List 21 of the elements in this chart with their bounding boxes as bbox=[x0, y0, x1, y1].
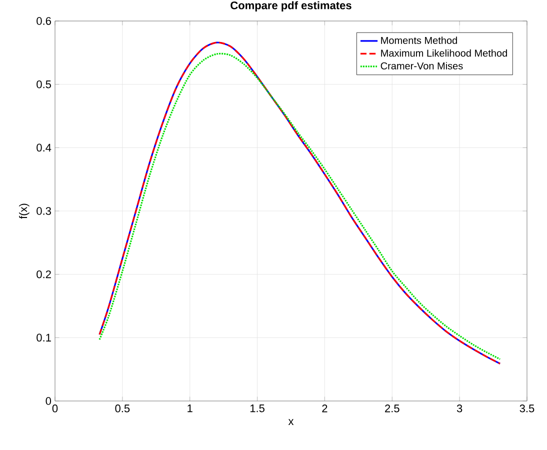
x-axis-title: x bbox=[288, 419, 294, 425]
legend-label: Cramer-Von Mises bbox=[380, 62, 463, 70]
x-tick-label: 3.5 bbox=[520, 404, 534, 412]
x-tick-label: 0 bbox=[52, 404, 58, 412]
legend-label: Maximum Likelihood Method bbox=[381, 49, 507, 57]
chart-title: Compare pdf estimates bbox=[230, 1, 352, 12]
y-tick-label: 0.1 bbox=[36, 334, 51, 342]
y-tick-label: 0.4 bbox=[36, 144, 52, 152]
y-axis-title: f(x) bbox=[19, 204, 30, 219]
x-tick-label: 2 bbox=[322, 404, 328, 412]
y-tick-label: 0 bbox=[46, 397, 52, 405]
x-tick-label: 2.5 bbox=[385, 404, 400, 412]
legend-label: Moments Method bbox=[381, 36, 457, 44]
x-tick-label: 3 bbox=[456, 404, 462, 412]
x-tick-label: 1.5 bbox=[250, 404, 264, 412]
y-tick-label: 0.2 bbox=[36, 270, 51, 278]
y-tick-label: 0.6 bbox=[36, 17, 51, 25]
y-tick-label: 0.3 bbox=[36, 207, 51, 215]
y-tick-label: 0.5 bbox=[36, 80, 51, 88]
x-tick-label: 0.5 bbox=[115, 404, 130, 412]
x-tick-label: 1 bbox=[188, 404, 192, 412]
